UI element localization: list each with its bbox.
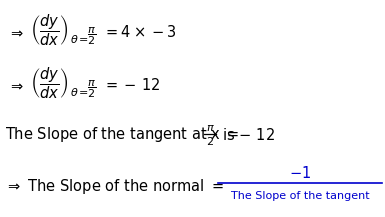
- Text: $= 4 \times -3$: $= 4 \times -3$: [103, 24, 176, 40]
- Text: The Slope of the tangent: The Slope of the tangent: [231, 191, 369, 201]
- Text: The Slope of the tangent at x $=$: The Slope of the tangent at x $=$: [5, 125, 244, 145]
- Text: $\pi$: $\pi$: [206, 123, 214, 133]
- Text: $\theta =$: $\theta =$: [70, 86, 89, 98]
- Text: $\left(\dfrac{dy}{dx}\right)$: $\left(\dfrac{dy}{dx}\right)$: [30, 65, 68, 101]
- Text: $\left(\dfrac{dy}{dx}\right)$: $\left(\dfrac{dy}{dx}\right)$: [30, 12, 68, 48]
- Text: $-1$: $-1$: [289, 165, 311, 181]
- Text: $\Rightarrow$ The Slope of the normal $=$: $\Rightarrow$ The Slope of the normal $=…: [5, 178, 224, 197]
- Text: $\theta =$: $\theta =$: [70, 33, 89, 45]
- Text: $\dfrac{\pi}{2}$: $\dfrac{\pi}{2}$: [87, 25, 96, 47]
- Text: is $-$ 12: is $-$ 12: [218, 127, 275, 143]
- Text: $\dfrac{\pi}{2}$: $\dfrac{\pi}{2}$: [87, 78, 96, 100]
- Text: $2$: $2$: [206, 135, 214, 147]
- Text: $\Rightarrow$: $\Rightarrow$: [8, 25, 24, 39]
- Text: $= -\,12$: $= -\,12$: [103, 77, 161, 93]
- Text: $\Rightarrow$: $\Rightarrow$: [8, 77, 24, 92]
